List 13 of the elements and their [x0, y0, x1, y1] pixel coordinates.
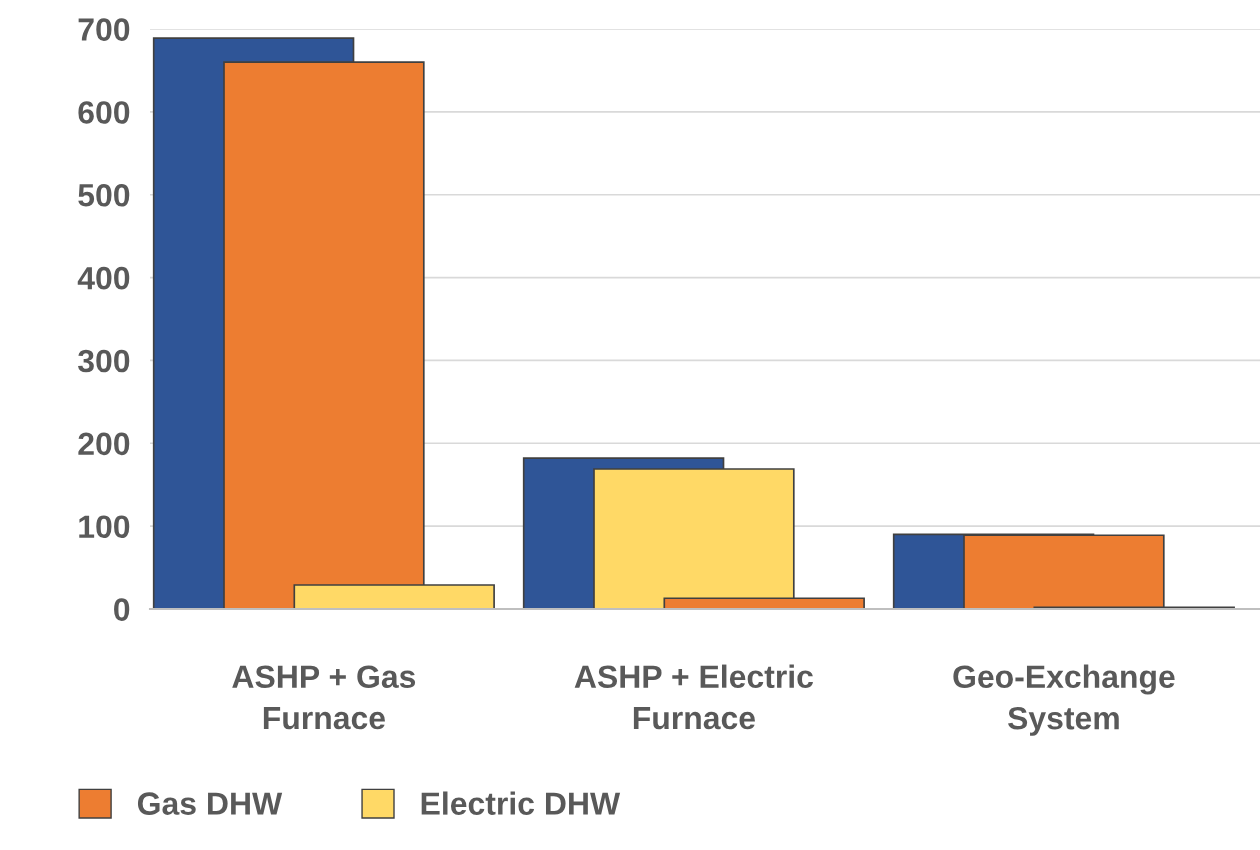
x-tick-label: Geo-Exchange System	[953, 664, 1175, 736]
y-tick-label: 500	[78, 183, 130, 207]
y-tick-label: 400	[77, 266, 130, 290]
x-tick-label: ASHP + Gas Furnace	[232, 665, 416, 730]
legend-label: Gas DHW	[137, 792, 283, 815]
y-tick-label: 100	[79, 515, 130, 539]
x-tick-label: ASHP + Electric Furnace	[574, 664, 813, 730]
y-tick-label: 200	[78, 432, 130, 456]
y-tick-label: 600	[78, 101, 130, 124]
y-tick-label: 300	[78, 349, 130, 373]
legend-label: Electric DHW	[421, 791, 621, 815]
y-tick-label: 700	[78, 18, 130, 41]
y-tick-label: 0	[114, 598, 130, 621]
